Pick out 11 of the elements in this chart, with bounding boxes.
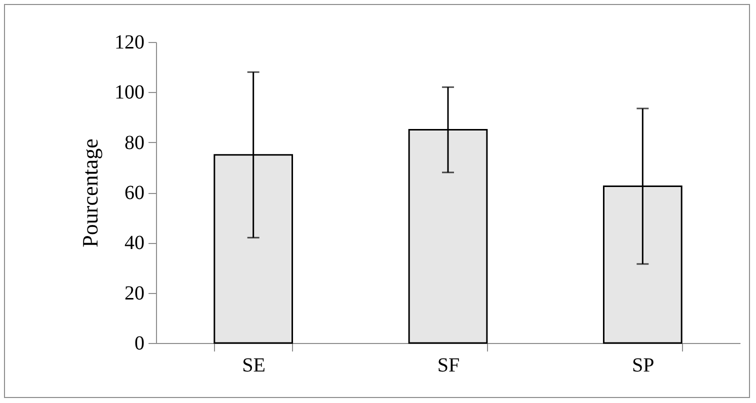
y-tick-label: 120 xyxy=(114,32,144,54)
y-tick-label: 80 xyxy=(124,132,144,154)
x-tick-label: SF xyxy=(437,354,460,376)
y-tick-label: 0 xyxy=(134,332,144,354)
y-tick-label: 40 xyxy=(124,232,144,254)
x-tick-label: SE xyxy=(242,354,266,376)
y-tick-label: 20 xyxy=(124,282,144,304)
y-tick-label: 60 xyxy=(124,182,144,204)
y-tick-label: 100 xyxy=(114,82,144,104)
x-tick-label: SP xyxy=(632,354,654,376)
y-axis-title: Pourcentage xyxy=(78,138,102,248)
